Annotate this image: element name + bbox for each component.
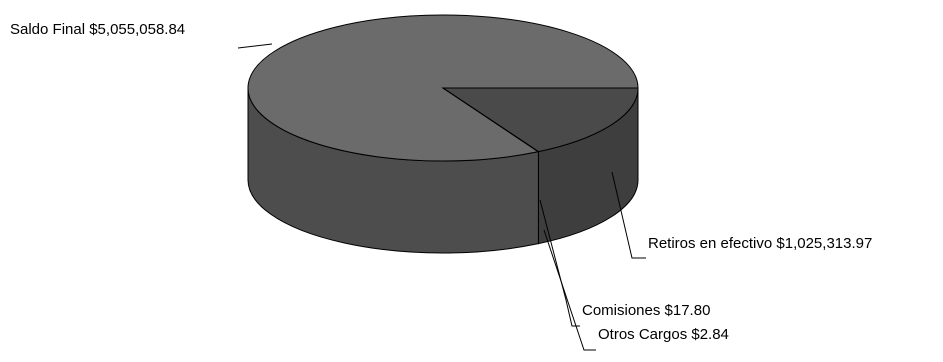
label-comisiones: Comisiones $17.80 <box>582 302 710 319</box>
pie-plot <box>237 14 646 351</box>
label-otros-cargos: Otros Cargos $2.84 <box>598 326 729 343</box>
data-labels: Saldo Final $5,055,058.84 Retiros en efe… <box>10 21 872 343</box>
slice-otros-cargos <box>442 87 539 153</box>
slice-retiros-en-efectivo <box>441 87 639 153</box>
label-saldo-final: Saldo Final $5,055,058.84 <box>10 21 185 38</box>
leader-retiros <box>611 171 646 259</box>
leader-otros-cargos <box>543 229 596 351</box>
leader-saldo-final <box>237 43 273 49</box>
label-retiros-en-efectivo: Retiros en efectivo $1,025,313.97 <box>648 235 872 252</box>
